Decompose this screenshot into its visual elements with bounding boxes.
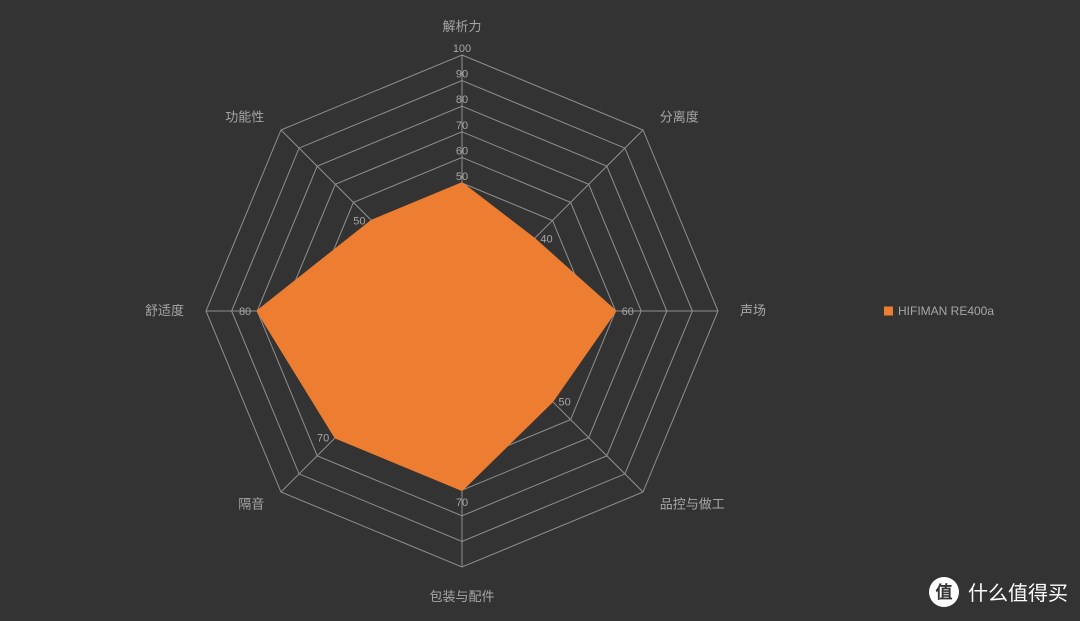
axis-label: 分离度 (660, 109, 699, 124)
watermark-text: 什么值得买 (968, 582, 1068, 605)
axis-label: 功能性 (225, 109, 264, 124)
radial-tick-label: 90 (456, 69, 468, 81)
watermark-badge-char: 值 (936, 582, 953, 602)
axis-label: 舒适度 (145, 303, 184, 318)
radar-chart-svg: 0102030405060708090100解析力40分离度60声场50品控与做… (0, 0, 1080, 621)
axis-label: 声场 (740, 303, 766, 318)
radial-tick-label: 70 (456, 120, 468, 132)
axis-value-label: 60 (622, 306, 634, 318)
axis-value-label: 40 (540, 234, 552, 246)
axis-value-label: 50 (559, 397, 571, 409)
radar-chart-container: 0102030405060708090100解析力40分离度60声场50品控与做… (0, 0, 1080, 621)
axis-value-label: 50 (353, 215, 365, 227)
axis-label: 解析力 (442, 19, 481, 34)
axis-label: 品控与做工 (660, 497, 725, 512)
radial-tick-label: 80 (456, 94, 468, 106)
radial-tick-label: 100 (453, 43, 471, 55)
radial-tick-label: 60 (456, 145, 468, 157)
axis-value-label: 70 (317, 433, 329, 445)
axis-label: 隔音 (238, 497, 264, 512)
axis-label: 包装与配件 (429, 589, 494, 604)
axis-value-label: 70 (456, 497, 468, 509)
legend-swatch (884, 307, 893, 316)
legend-label: HIFIMAN RE400a (898, 304, 994, 318)
axis-value-label: 80 (239, 306, 251, 318)
radial-tick-label: 50 (456, 171, 468, 183)
